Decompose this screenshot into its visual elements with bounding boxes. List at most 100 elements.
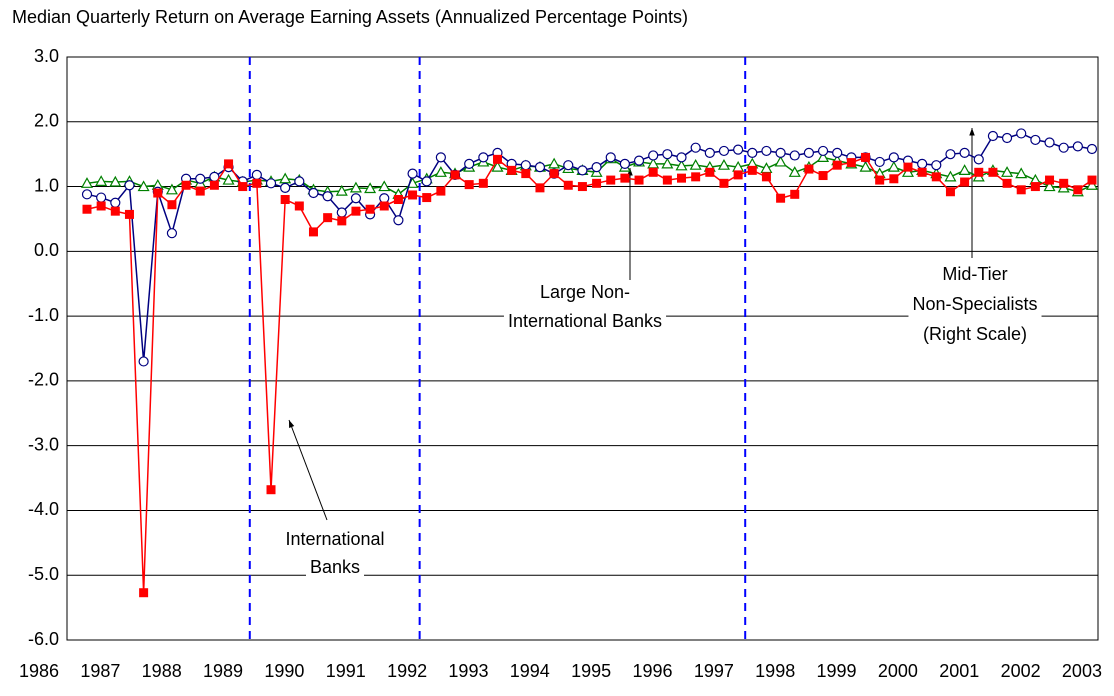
marker bbox=[591, 162, 602, 173]
arrow-head bbox=[289, 420, 295, 428]
annotation-bg bbox=[535, 281, 635, 305]
marker bbox=[335, 184, 348, 196]
marker bbox=[224, 159, 234, 169]
marker bbox=[294, 176, 305, 187]
marker bbox=[704, 147, 715, 158]
marker bbox=[846, 158, 856, 168]
marker bbox=[774, 155, 787, 167]
marker bbox=[1016, 185, 1026, 195]
marker bbox=[124, 209, 134, 219]
chart-title: Median Quarterly Return on Average Earni… bbox=[12, 7, 688, 27]
marker bbox=[960, 177, 970, 187]
x-tick-label: 1998 bbox=[755, 661, 795, 681]
marker bbox=[1044, 137, 1055, 148]
y-tick-label: -1.0 bbox=[28, 305, 59, 325]
marker bbox=[323, 213, 333, 223]
marker bbox=[393, 195, 403, 205]
marker bbox=[605, 152, 616, 163]
marker bbox=[124, 180, 135, 191]
marker bbox=[139, 588, 149, 598]
annotation-bg bbox=[281, 528, 389, 552]
marker bbox=[251, 169, 262, 180]
marker bbox=[81, 189, 93, 200]
marker bbox=[775, 147, 786, 158]
marker bbox=[464, 158, 475, 169]
marker bbox=[563, 180, 573, 190]
y-tick-label: -4.0 bbox=[28, 499, 59, 519]
marker bbox=[888, 152, 899, 163]
marker bbox=[633, 155, 645, 166]
y-tick-label: 2.0 bbox=[34, 111, 59, 131]
marker bbox=[874, 156, 885, 168]
marker bbox=[407, 168, 418, 179]
marker bbox=[761, 145, 772, 157]
marker bbox=[434, 166, 447, 177]
marker bbox=[817, 151, 830, 163]
marker bbox=[1059, 178, 1069, 188]
marker bbox=[676, 152, 687, 163]
marker bbox=[887, 160, 900, 172]
marker bbox=[1016, 128, 1027, 139]
marker bbox=[492, 154, 502, 164]
marker bbox=[181, 180, 191, 190]
x-tick-label: 1995 bbox=[571, 661, 611, 681]
marker bbox=[974, 167, 984, 177]
marker bbox=[944, 170, 957, 182]
marker bbox=[379, 201, 389, 211]
annotation: Mid-Tier bbox=[942, 264, 1007, 284]
marker bbox=[165, 183, 178, 195]
marker bbox=[662, 175, 672, 185]
marker bbox=[82, 204, 92, 214]
marker bbox=[945, 187, 955, 197]
marker bbox=[761, 172, 771, 182]
marker bbox=[717, 158, 730, 170]
marker bbox=[365, 204, 375, 214]
marker bbox=[817, 145, 829, 157]
marker bbox=[520, 160, 531, 171]
marker bbox=[875, 175, 885, 185]
marker bbox=[648, 167, 658, 177]
marker bbox=[436, 186, 446, 196]
marker bbox=[987, 130, 999, 142]
marker bbox=[535, 183, 545, 193]
marker bbox=[789, 150, 800, 161]
y-tick-label: -5.0 bbox=[28, 564, 59, 584]
marker bbox=[308, 227, 318, 237]
marker bbox=[901, 166, 915, 177]
marker bbox=[832, 160, 842, 170]
x-tick-label: 2001 bbox=[939, 661, 979, 681]
arrow-head bbox=[969, 128, 975, 136]
marker bbox=[95, 175, 108, 186]
marker bbox=[988, 167, 998, 177]
marker bbox=[393, 215, 404, 226]
x-tick-label: 1990 bbox=[264, 661, 304, 681]
marker bbox=[478, 152, 489, 163]
marker bbox=[408, 190, 418, 200]
marker bbox=[265, 178, 277, 189]
marker bbox=[648, 150, 659, 161]
marker bbox=[719, 178, 729, 188]
x-tick-label: 1993 bbox=[448, 661, 488, 681]
x-tick-label: 1992 bbox=[387, 661, 427, 681]
marker bbox=[351, 206, 361, 216]
y-tick-label: -3.0 bbox=[28, 434, 59, 454]
marker bbox=[435, 152, 446, 163]
marker bbox=[238, 182, 248, 192]
marker bbox=[280, 182, 291, 193]
x-tick-label: 2003 bbox=[1062, 661, 1102, 681]
marker bbox=[859, 160, 872, 172]
marker bbox=[931, 172, 941, 182]
marker bbox=[705, 167, 715, 177]
marker bbox=[1085, 179, 1099, 190]
marker bbox=[549, 169, 559, 179]
marker bbox=[350, 193, 362, 204]
x-tick-label: 1997 bbox=[694, 661, 734, 681]
marker bbox=[690, 142, 701, 153]
y-tick-label: 0.0 bbox=[34, 240, 59, 260]
marker bbox=[1030, 134, 1041, 146]
marker bbox=[1043, 180, 1056, 192]
marker bbox=[733, 170, 743, 180]
marker bbox=[832, 147, 843, 158]
marker bbox=[788, 166, 801, 177]
marker bbox=[464, 180, 474, 190]
